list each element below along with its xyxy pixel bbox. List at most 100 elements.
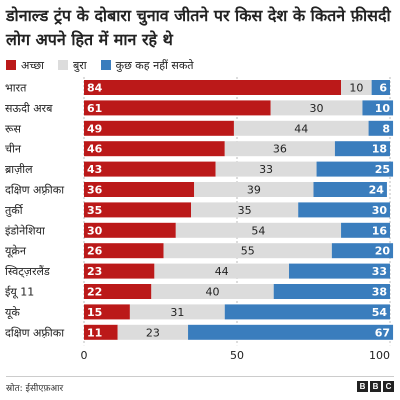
data-label: 84 bbox=[87, 82, 103, 95]
data-label: 55 bbox=[241, 245, 255, 258]
bar-segment bbox=[316, 161, 394, 177]
data-label: 46 bbox=[87, 143, 103, 156]
data-label: 23 bbox=[87, 265, 102, 278]
legend-label-cant-say: कुछ कह नहीं सकते bbox=[115, 58, 194, 72]
bar-segment bbox=[163, 243, 332, 259]
bar-segment bbox=[362, 100, 394, 116]
bar-segment bbox=[84, 161, 216, 177]
data-label: 30 bbox=[310, 102, 324, 115]
bar-segment bbox=[84, 243, 164, 259]
bar-segment bbox=[273, 284, 390, 299]
category-label: तुर्की bbox=[5, 204, 24, 217]
category-label: भारत bbox=[5, 82, 27, 95]
bar-segment bbox=[224, 304, 390, 320]
bar-segment bbox=[117, 324, 189, 340]
bar-segment bbox=[270, 100, 363, 116]
data-label: 16 bbox=[372, 224, 388, 237]
legend-item-cant-say: कुछ कह नहीं सकते bbox=[100, 58, 194, 73]
category-label: ईयू 11 bbox=[5, 286, 34, 300]
data-label: 44 bbox=[294, 122, 308, 135]
data-label: 6 bbox=[379, 82, 387, 95]
bar-segment bbox=[175, 222, 342, 238]
data-label: 35 bbox=[238, 204, 252, 217]
data-label: 33 bbox=[259, 163, 273, 176]
category-label: यूके bbox=[5, 306, 20, 320]
data-label: 18 bbox=[372, 143, 387, 156]
legend-label-bad: बुरा bbox=[73, 58, 87, 72]
category-label: ब्राज़ील bbox=[5, 163, 33, 176]
data-label: 38 bbox=[372, 286, 387, 299]
logo-letter-c: C bbox=[383, 381, 394, 392]
chart-title: डोनाल्ड ट्रंप के दोबारा चुनाव जीतने पर क… bbox=[6, 6, 391, 49]
data-label: 54 bbox=[372, 306, 388, 319]
data-label: 67 bbox=[375, 326, 390, 339]
data-label: 44 bbox=[215, 265, 229, 278]
data-label: 8 bbox=[382, 122, 390, 135]
bar-segment bbox=[84, 284, 152, 299]
bar-segment bbox=[84, 324, 118, 340]
bar-segment bbox=[298, 202, 390, 218]
bar-segment bbox=[224, 141, 335, 157]
bar-segment bbox=[334, 141, 390, 157]
category-label: दक्षिण अफ़्रीका bbox=[5, 184, 64, 197]
data-label: 30 bbox=[372, 204, 388, 217]
category-label: स्विट्ज़रलैंड bbox=[5, 265, 50, 278]
bar-segment bbox=[84, 263, 155, 279]
bar-segment bbox=[84, 222, 176, 238]
data-label: 11 bbox=[87, 326, 102, 339]
bar-segment bbox=[289, 263, 390, 279]
category-label: दक्षिण अफ़्रीका bbox=[5, 326, 64, 339]
legend-label-good: अच्छा bbox=[21, 58, 45, 72]
data-label: 10 bbox=[375, 102, 391, 115]
data-label: 54 bbox=[251, 224, 265, 237]
bar-segment bbox=[84, 202, 192, 218]
category-label: सऊदी अरब bbox=[5, 102, 53, 115]
bar-segment bbox=[341, 80, 372, 95]
data-label: 43 bbox=[87, 163, 102, 176]
bar-segment bbox=[215, 161, 317, 177]
data-label: 25 bbox=[375, 163, 390, 176]
logo-letter-b2: B bbox=[370, 381, 381, 392]
bar-segment bbox=[84, 182, 195, 197]
bar-segment bbox=[84, 304, 130, 320]
data-label: 30 bbox=[87, 224, 103, 237]
data-label: 24 bbox=[369, 184, 385, 197]
bar-segment bbox=[151, 284, 274, 299]
data-label: 20 bbox=[375, 245, 391, 258]
bar-segment bbox=[233, 120, 369, 136]
bar-segment bbox=[194, 182, 314, 197]
category-label: चीन bbox=[5, 143, 22, 156]
data-label: 36 bbox=[87, 184, 103, 197]
bar-segment bbox=[84, 100, 271, 116]
data-label: 36 bbox=[273, 143, 287, 156]
bar-segment bbox=[188, 324, 394, 340]
bar-segment bbox=[84, 120, 234, 136]
bbc-logo: B B C bbox=[355, 381, 394, 392]
source-note: स्रोत: ईसीएफ़आर bbox=[6, 384, 64, 394]
legend-item-good: अच्छा bbox=[6, 58, 44, 73]
data-label: 23 bbox=[146, 326, 160, 339]
legend-swatch-bad bbox=[58, 60, 69, 70]
legend-swatch-cant-say bbox=[100, 60, 111, 70]
data-label: 35 bbox=[87, 204, 102, 217]
data-label: 49 bbox=[87, 122, 102, 135]
data-label: 10 bbox=[349, 82, 363, 95]
data-label: 26 bbox=[87, 245, 103, 258]
data-label: 31 bbox=[170, 306, 184, 319]
category-label: यूक्रेन bbox=[5, 245, 27, 259]
category-label: इंडोनेशिया bbox=[5, 224, 45, 237]
data-label: 39 bbox=[247, 184, 261, 197]
bar-chart: भारत 84 10 6 सऊदी अरब 61 30 10 रूस 49 44 8 चीन 46 36 18… bbox=[5, 77, 394, 362]
data-label: 40 bbox=[206, 286, 220, 299]
data-label: 22 bbox=[87, 286, 102, 299]
legend-swatch-good bbox=[6, 60, 16, 70]
category-label: रूस bbox=[5, 122, 22, 135]
legend-item-bad: बुरा bbox=[58, 58, 87, 73]
bar-segment bbox=[341, 222, 390, 238]
data-label: 15 bbox=[87, 306, 102, 319]
bar-segment bbox=[129, 304, 225, 320]
bar-segment bbox=[191, 202, 299, 218]
bar-segment bbox=[84, 80, 342, 95]
x-tick-label: 50 bbox=[230, 349, 244, 362]
